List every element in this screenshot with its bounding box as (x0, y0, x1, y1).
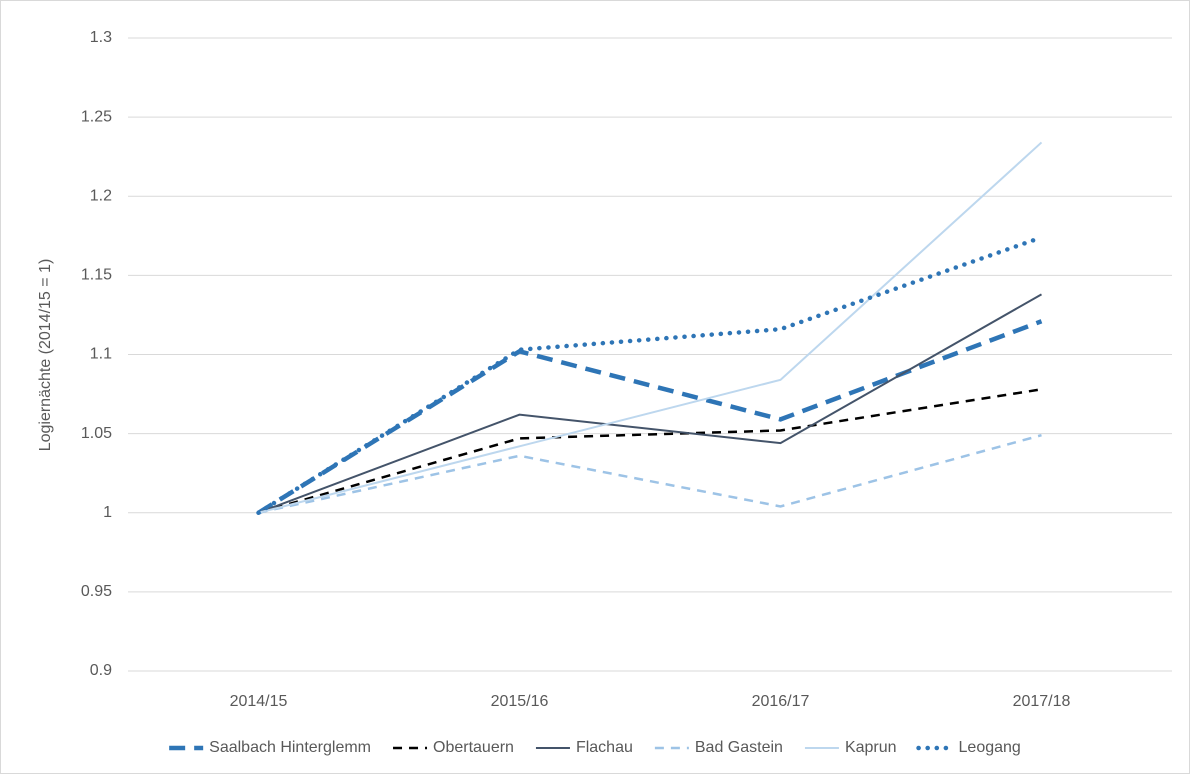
x-tick-label: 2015/16 (491, 693, 549, 710)
y-tick-label: 1.15 (81, 267, 112, 284)
y-tick-label: 0.9 (90, 662, 112, 679)
x-tick-label: 2014/15 (230, 693, 288, 710)
y-tick-label: 1.3 (90, 29, 112, 46)
series-line (256, 235, 1044, 515)
series-line (258, 141, 1043, 514)
legend-label: Flachau (576, 739, 633, 756)
y-tick-label: 1.05 (81, 425, 112, 442)
y-tick-label: 0.95 (81, 583, 112, 600)
legend-label: Kaprun (845, 739, 897, 756)
legend-label: Saalbach Hinterglemm (209, 739, 371, 756)
y-tick-label: 1 (103, 504, 112, 521)
y-tick-label: 1.25 (81, 108, 112, 125)
x-tick-label: 2017/18 (1013, 693, 1071, 710)
legend-label: Bad Gastein (695, 739, 783, 756)
series-line (258, 434, 1042, 514)
series-line (258, 388, 1042, 514)
y-tick-label: 1.2 (90, 187, 112, 204)
series-line (258, 293, 1042, 514)
y-tick-label: 1.1 (90, 346, 112, 363)
y-axis-label: Logiernächte (2014/15 = 1) (37, 259, 54, 452)
x-tick-label: 2016/17 (752, 693, 810, 710)
legend-label: Leogang (959, 739, 1021, 756)
legend-label: Obertauern (433, 739, 514, 756)
